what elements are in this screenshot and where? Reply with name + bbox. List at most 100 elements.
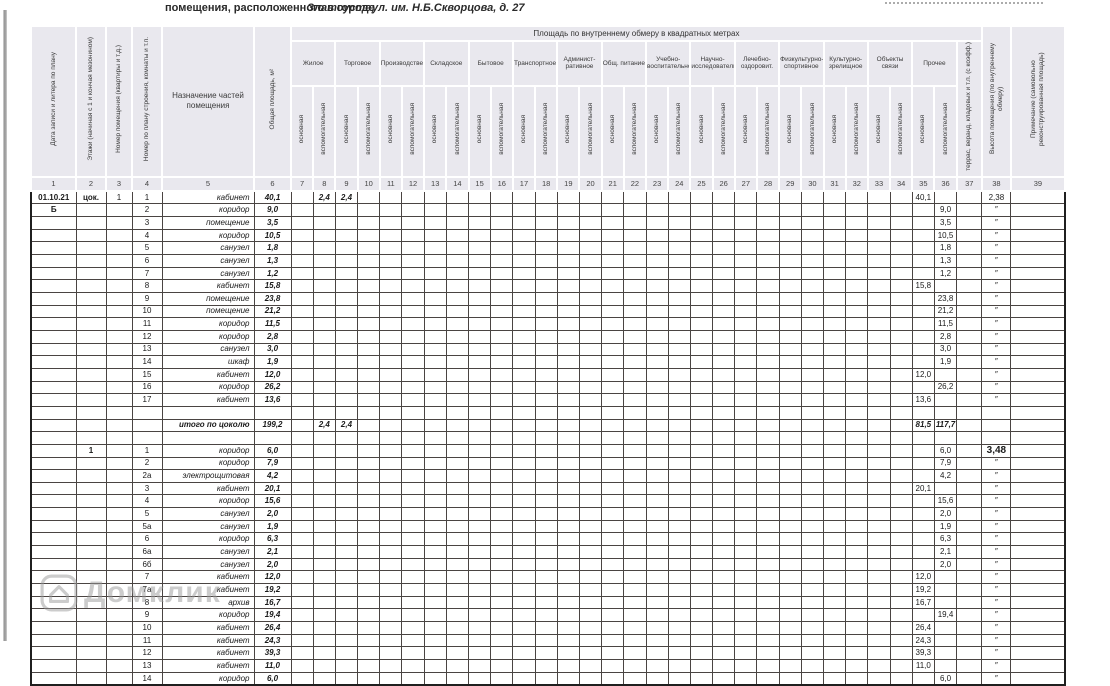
table-cell bbox=[689, 494, 714, 509]
table-cell bbox=[357, 532, 381, 547]
table-cell bbox=[689, 469, 714, 483]
table-cell bbox=[601, 304, 625, 319]
table-cell bbox=[867, 443, 891, 458]
table-cell bbox=[490, 621, 514, 635]
table-cell bbox=[734, 659, 758, 673]
table-cell bbox=[556, 279, 580, 293]
table-cell bbox=[756, 228, 780, 243]
table-cell bbox=[1010, 367, 1066, 382]
table-cell bbox=[667, 203, 691, 218]
sub-header-main: основная bbox=[644, 84, 670, 178]
table-cell bbox=[75, 203, 107, 218]
table-cell bbox=[623, 443, 647, 458]
table-cell bbox=[778, 203, 802, 218]
table-cell bbox=[534, 291, 558, 306]
table-cell bbox=[667, 646, 691, 661]
table-row: 6 санузел 1,3 1,3 ″ bbox=[30, 254, 1066, 268]
table-cell bbox=[601, 342, 625, 357]
table-cell bbox=[800, 266, 825, 281]
table-cell bbox=[645, 418, 669, 433]
table-cell: ″ bbox=[981, 304, 1012, 319]
table-cell bbox=[667, 393, 691, 407]
table-cell bbox=[401, 203, 425, 218]
table-cell: ″ bbox=[981, 659, 1012, 673]
table-cell bbox=[490, 595, 514, 610]
table-cell bbox=[105, 329, 133, 344]
table-cell bbox=[645, 557, 669, 572]
table-cell bbox=[290, 621, 314, 635]
table-cell bbox=[490, 203, 514, 218]
table-cell bbox=[689, 545, 714, 559]
table-cell bbox=[867, 418, 891, 433]
table-cell bbox=[445, 329, 470, 344]
table-cell bbox=[911, 519, 935, 534]
table-cell bbox=[467, 443, 492, 458]
table-cell bbox=[105, 291, 133, 306]
table-cell bbox=[290, 431, 314, 445]
table-row: 7 кабинет 12,0 12,0 ″ bbox=[30, 570, 1066, 585]
table-cell bbox=[334, 304, 359, 319]
table-cell bbox=[534, 342, 558, 357]
table-cell bbox=[756, 494, 780, 509]
table-cell bbox=[445, 380, 470, 395]
table-cell bbox=[845, 266, 869, 281]
column-number: 21 bbox=[600, 175, 625, 192]
table-cell bbox=[445, 279, 470, 293]
table-cell bbox=[778, 279, 802, 293]
table-cell: 13 bbox=[131, 659, 163, 673]
table-cell bbox=[445, 405, 470, 420]
table-cell bbox=[800, 671, 825, 686]
table-cell bbox=[512, 456, 536, 471]
table-cell bbox=[357, 203, 381, 218]
table-cell bbox=[75, 405, 107, 420]
table-cell bbox=[800, 507, 825, 521]
table-cell bbox=[956, 342, 983, 357]
table-cell bbox=[734, 494, 758, 509]
table-cell: 23,8 bbox=[933, 291, 958, 306]
table-cell bbox=[689, 367, 714, 382]
table-cell: 15,8 bbox=[911, 279, 935, 293]
table-cell bbox=[956, 671, 983, 686]
table-cell bbox=[933, 431, 958, 445]
table-cell bbox=[105, 583, 133, 597]
table-cell bbox=[534, 507, 558, 521]
table-cell bbox=[512, 532, 536, 547]
table-cell bbox=[601, 557, 625, 572]
table-cell bbox=[30, 519, 77, 534]
table-cell bbox=[490, 481, 514, 496]
table-cell bbox=[689, 646, 714, 661]
table-cell bbox=[889, 342, 913, 357]
table-cell: ″ bbox=[981, 595, 1012, 610]
table-cell bbox=[534, 671, 558, 686]
table-cell: кабинет bbox=[161, 659, 255, 673]
table-cell bbox=[312, 570, 336, 585]
table-cell bbox=[601, 418, 625, 433]
table-cell bbox=[490, 608, 514, 623]
table-cell: 12,0 bbox=[911, 570, 935, 585]
table-cell bbox=[601, 621, 625, 635]
table-cell bbox=[867, 481, 891, 496]
table-cell bbox=[867, 216, 891, 230]
column-number: 27 bbox=[733, 175, 758, 192]
table-cell bbox=[712, 329, 736, 344]
table-cell bbox=[845, 608, 869, 623]
table-cell bbox=[601, 608, 625, 623]
table-cell bbox=[667, 545, 691, 559]
title-text: помещения, расположенного в городе bbox=[165, 2, 375, 14]
table-cell bbox=[1010, 519, 1066, 534]
table-cell bbox=[845, 203, 869, 218]
table-cell bbox=[822, 291, 847, 306]
table-cell bbox=[889, 329, 913, 344]
table-cell bbox=[822, 532, 847, 547]
table-cell bbox=[645, 659, 669, 673]
table-cell bbox=[645, 646, 669, 661]
column-number: 28 bbox=[755, 175, 781, 192]
table-cell bbox=[800, 545, 825, 559]
table-cell bbox=[334, 545, 359, 559]
table-cell bbox=[556, 342, 580, 357]
table-cell bbox=[1010, 228, 1066, 243]
table-cell bbox=[867, 557, 891, 572]
sub-header-main: основная bbox=[733, 84, 758, 178]
table-cell bbox=[379, 342, 403, 357]
table-cell bbox=[734, 380, 758, 395]
